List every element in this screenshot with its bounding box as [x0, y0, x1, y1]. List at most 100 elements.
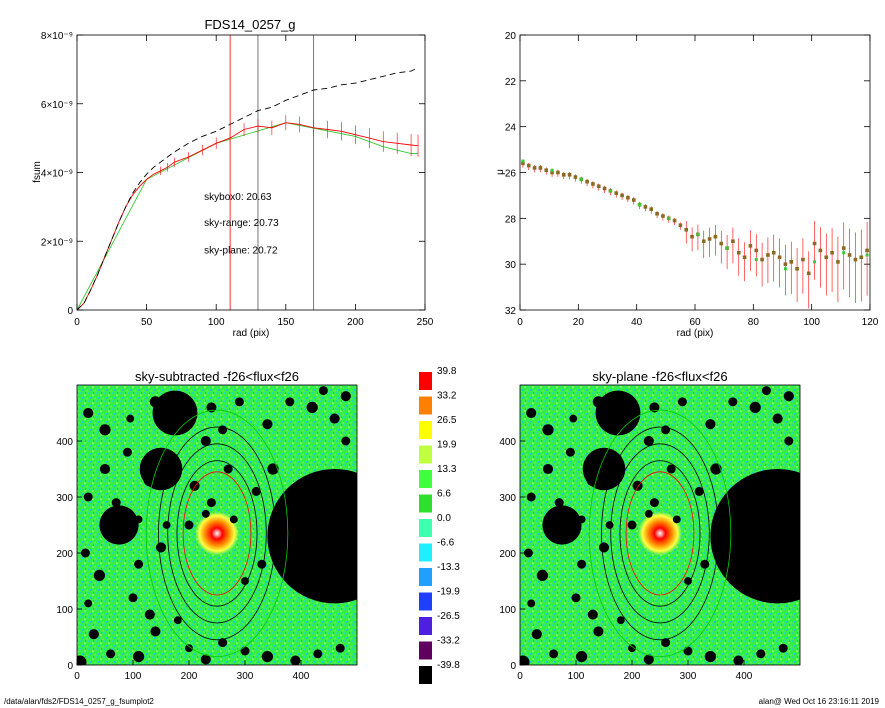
colorbar-swatch	[419, 641, 432, 660]
colorbar-swatch	[419, 421, 432, 439]
image-ytick-label: 300	[499, 493, 516, 504]
mask-blob	[184, 520, 194, 530]
colorbar-swatch	[419, 372, 432, 390]
mu-ytick-label: 22	[505, 77, 517, 88]
mask-blob	[262, 419, 273, 430]
mu-xtick-label: 60	[689, 317, 701, 328]
annotation-1: sky-range: 20.73	[204, 218, 279, 229]
fsum-chart: FDS14_0257_g 0 50 100 150 200 250 0 2×10⁻⁹ 4×10⁻…	[32, 17, 434, 339]
fsum-ytick-label: 6×10⁻⁹	[41, 100, 73, 111]
mask-blob	[643, 435, 654, 447]
mu-point	[806, 271, 811, 276]
mask-blob	[84, 599, 93, 608]
mu-point	[795, 266, 799, 271]
aperture-ellipse-0	[158, 426, 276, 641]
colorbar-label: -6.6	[437, 538, 455, 549]
colorbar-label: -39.8	[437, 660, 460, 671]
mask-blob	[290, 655, 301, 665]
colorbar-label: 13.3	[437, 464, 457, 475]
fsum-plot-frame	[76, 34, 426, 311]
mask-blob	[261, 651, 273, 663]
series-line-0	[76, 67, 419, 311]
mask-blob	[106, 649, 116, 659]
mask-blob	[587, 609, 598, 620]
fsum-ylabel: fsum	[32, 161, 43, 183]
image-xtick-label: 0	[517, 671, 523, 682]
mask-blob	[144, 609, 155, 620]
galaxy-core	[195, 511, 239, 556]
mask-blob	[569, 414, 578, 423]
aperture-ellipse-2	[176, 460, 258, 607]
mask-blob	[549, 649, 559, 659]
mu-point	[521, 161, 525, 166]
aperture-ellipse-4	[145, 409, 289, 658]
mask-blob	[778, 643, 788, 653]
colorbar-label: -33.2	[437, 636, 460, 647]
mask-blob	[616, 616, 625, 625]
mask-blob	[201, 509, 210, 518]
sky-plane-title: sky-plane -f26<flux<f26	[592, 369, 727, 384]
image-xtick-label: 400	[736, 671, 753, 682]
mu-xtick-label: 40	[631, 317, 643, 328]
mask-blob	[229, 515, 238, 524]
mu-point-green	[667, 216, 671, 220]
mu-point-green	[579, 177, 583, 181]
mask-blob	[240, 646, 250, 656]
mask-blob	[306, 401, 318, 413]
colorbar-swatch	[419, 568, 432, 586]
mask-blob	[783, 391, 794, 402]
mu-point-green	[865, 253, 869, 257]
mu-point	[853, 257, 858, 262]
mask-blob	[705, 419, 716, 430]
colorbar: 39.8 33.2 26.5 19.9 13.3 6.6 0.0 -6.6 -13.3 -19.9…	[419, 366, 460, 684]
mask-blob	[761, 386, 771, 396]
mu-point	[847, 253, 852, 257]
mask-blob	[649, 498, 659, 508]
colorbar-swatch	[419, 494, 432, 513]
mu-point	[655, 211, 659, 216]
colorbar-label: 33.2	[437, 391, 457, 402]
colorbar-swatch	[419, 519, 432, 537]
mu-point	[754, 248, 759, 253]
aperture-ellipse-0	[601, 426, 719, 641]
mu-point	[760, 257, 764, 262]
mu-point	[783, 262, 788, 266]
mask-blob	[162, 521, 171, 529]
mu-point	[602, 186, 607, 191]
mask-big	[99, 505, 139, 545]
mu-point	[748, 244, 753, 248]
mask-blob	[643, 654, 654, 665]
galaxy-core	[638, 511, 682, 556]
series-line-1	[76, 122, 419, 311]
image-ytick-label: 400	[499, 437, 516, 448]
mask-blob	[126, 414, 135, 423]
colorbar-label: 6.6	[437, 489, 451, 500]
mu-point	[556, 170, 560, 175]
colorbar-label: 0.0	[437, 513, 451, 524]
mask-blob	[661, 425, 671, 435]
mask-blob	[542, 424, 554, 436]
mask-blob	[598, 542, 610, 553]
image-ytick-label: 200	[499, 549, 516, 560]
fsum-ytick-label: 4×10⁻⁹	[41, 169, 73, 180]
mu-point	[614, 191, 619, 195]
sky-subtracted-image: sky-subtracted -f26<flux<f26 00 100 100 200…	[56, 369, 358, 682]
colorbar-label: 39.8	[437, 366, 457, 377]
fsum-ytick-label: 0	[67, 306, 73, 317]
mask-blob	[677, 397, 687, 407]
mu-ytick-label: 20	[505, 31, 517, 42]
mu-point	[690, 234, 694, 239]
mask-blob	[593, 626, 604, 637]
mu-point	[643, 205, 648, 209]
mu-point	[731, 239, 735, 244]
mu-point	[538, 166, 543, 170]
mu-point	[812, 241, 817, 246]
mask-blob	[80, 548, 90, 558]
sky-plane-frame	[519, 384, 801, 666]
mu-point	[742, 255, 747, 260]
fsum-ytick-label: 2×10⁻⁹	[41, 237, 73, 248]
mu-point	[649, 207, 654, 211]
mask-blob	[683, 646, 693, 656]
mu-point	[777, 255, 782, 260]
mu-point-green	[696, 232, 700, 236]
